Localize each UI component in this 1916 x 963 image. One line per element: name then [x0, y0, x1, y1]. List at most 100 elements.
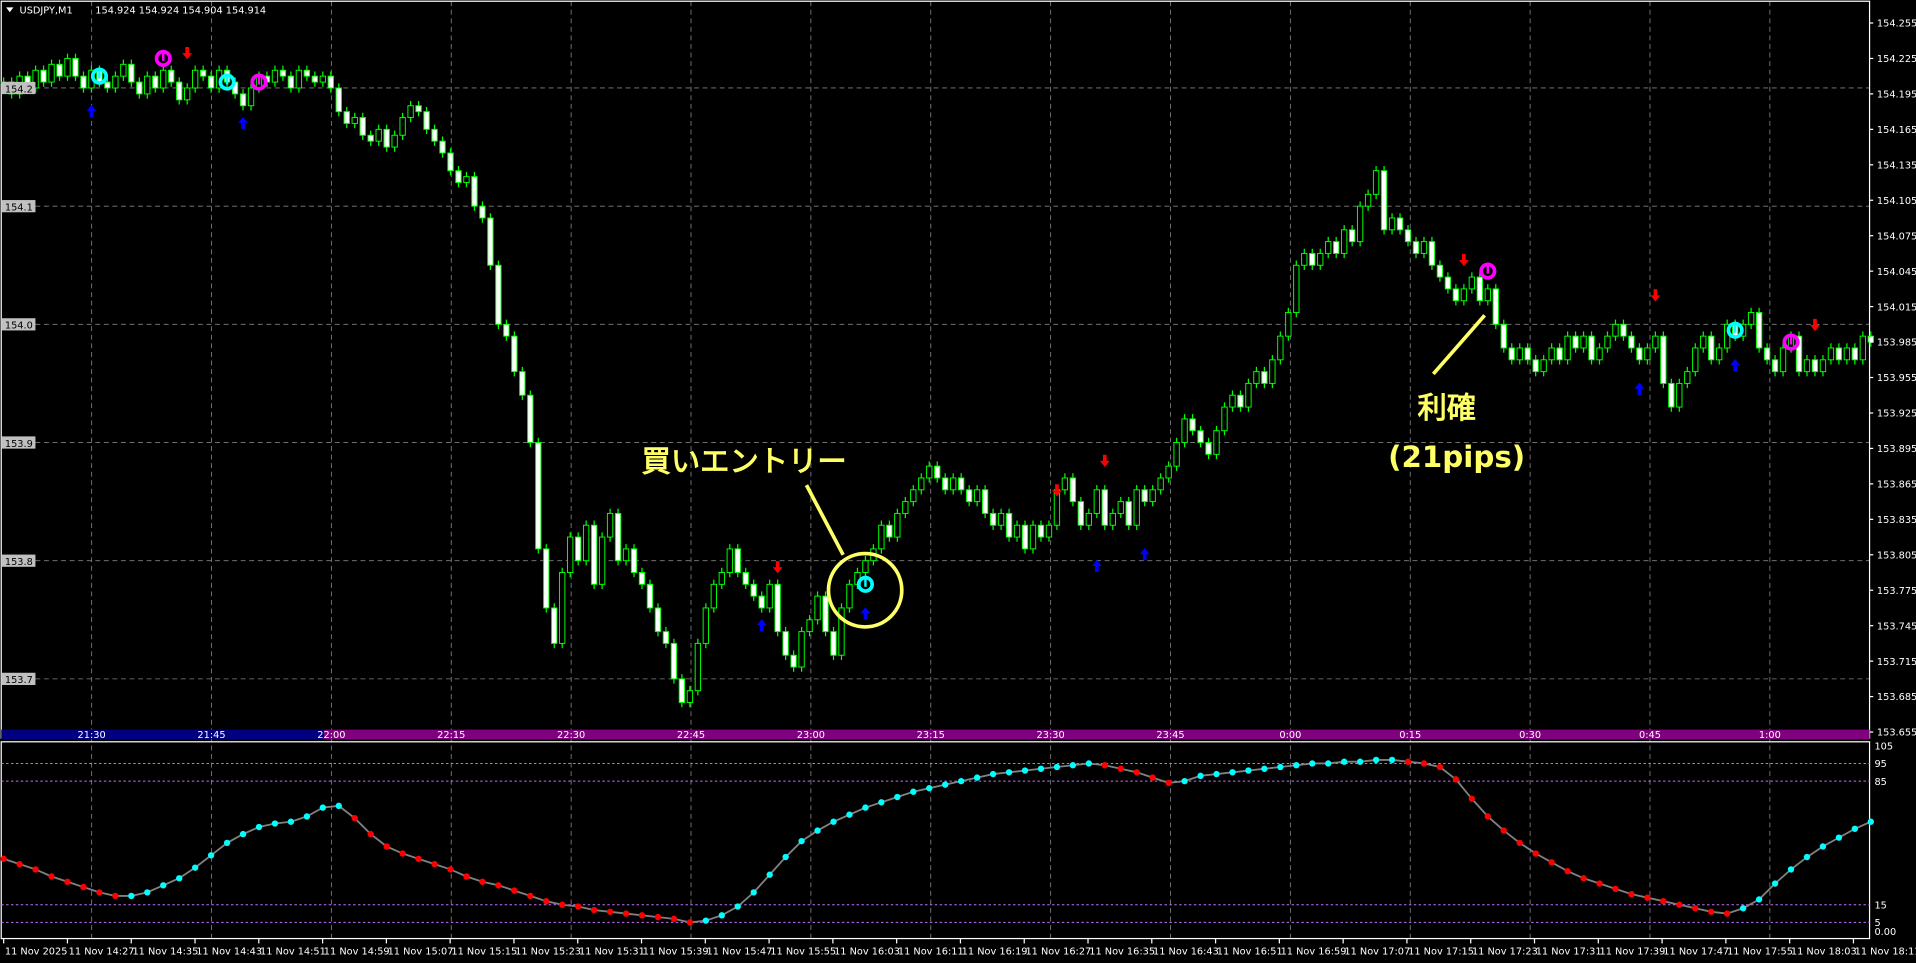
bear-candle [614, 512, 622, 562]
bull-candle [718, 572, 725, 585]
bear-candle [1412, 241, 1420, 254]
bull-candle [1484, 288, 1491, 302]
grid-price-label-bg [1, 200, 36, 213]
bull-candle [1165, 465, 1172, 479]
oscillator-point [606, 908, 614, 915]
bear-candle [1851, 347, 1859, 361]
grid-price-label-bg [1, 318, 36, 331]
ohlc-quote: 154.924 154.924 154.904 154.914 [95, 5, 266, 16]
bull-candle [910, 489, 917, 503]
bear-candle [1508, 347, 1515, 361]
bull-candle [1580, 335, 1587, 349]
oscillator-point [1692, 905, 1699, 912]
oscillator-point [1037, 765, 1045, 772]
oscillator-point [351, 815, 358, 822]
oscillator-border [0, 741, 1871, 940]
bear-candle [1476, 276, 1484, 302]
bear-candle [1333, 241, 1340, 254]
time-axis-label: 11 Nov 17:31 [1536, 946, 1602, 957]
band-time-label: 0:30 [1519, 730, 1541, 741]
oscillator-axis: 105 95 85 15 50.00 [1874, 741, 1896, 937]
bull-candle [1221, 406, 1228, 432]
bull-candle [120, 63, 127, 77]
oscillator-point [1532, 850, 1539, 857]
bear-candle [750, 583, 757, 597]
bull-candle [1779, 347, 1787, 373]
bull-candle [806, 619, 813, 633]
bull-candle [702, 607, 710, 644]
oscillator-point [1309, 760, 1316, 767]
grid-price-label-bg [1, 554, 36, 567]
oscillator-point [1197, 772, 1204, 780]
bull-candle [463, 176, 470, 184]
bear-candle [822, 595, 829, 633]
price-axis-label: 153.715 [1877, 657, 1916, 668]
bear-candle [136, 81, 143, 95]
price-axis-label: 153.865 [1877, 480, 1916, 491]
bull-candle [814, 595, 821, 621]
bear-candle [1811, 359, 1819, 373]
oscillator-point [16, 860, 23, 868]
entry-highlight-circle [826, 551, 904, 629]
bull-candle [997, 512, 1005, 526]
bear-candle [471, 176, 478, 207]
bear-candle [782, 631, 789, 656]
oscillator-point [814, 827, 821, 834]
bull-candle [160, 69, 167, 89]
oscillator-point [1516, 839, 1523, 847]
bull-candle [1285, 312, 1292, 337]
bear-candle [1069, 477, 1077, 503]
oscillator-axis-label: 85 [1874, 777, 1886, 788]
time-axis-label: 11 Nov 17:39 [1600, 946, 1666, 957]
buy-arrow-icon [86, 104, 97, 118]
bull-candle [1604, 335, 1611, 349]
oscillator-point [1787, 866, 1795, 873]
oscillator-point [559, 901, 566, 908]
oscillator-point [144, 889, 151, 896]
bull-candle [32, 69, 39, 89]
time-axis-label: 11 Nov 15:55 [770, 946, 836, 957]
oscillator-point [383, 843, 390, 850]
oscillator-point [160, 882, 167, 889]
bear-candle [367, 134, 374, 142]
bear-candle [638, 572, 646, 585]
bull-candle [1516, 347, 1523, 361]
band-time-label: 23:15 [917, 730, 945, 741]
price-axis-label: 153.835 [1877, 515, 1916, 526]
bull-candle [319, 75, 327, 83]
bull-candle [1684, 371, 1691, 384]
oscillator-point [239, 830, 247, 838]
bull-candle [798, 631, 805, 668]
bull-candle [902, 501, 909, 514]
bull-candle [1117, 501, 1124, 514]
bull-candle [1803, 359, 1811, 373]
bear-candle [287, 75, 295, 89]
band-time-label: 21:45 [197, 730, 225, 741]
bull-candle [1133, 489, 1140, 526]
time-axis-label: 11 Nov 15:47 [707, 946, 773, 957]
bull-candle [1364, 193, 1372, 207]
price-axis-label: 154.075 [1877, 231, 1916, 242]
oscillator-point [942, 781, 949, 788]
sell-arrow-icon [182, 47, 193, 60]
time-axis-label: 11 Nov 17:23 [1472, 946, 1538, 957]
band-time-label: 1:00 [1759, 730, 1781, 741]
bear-candle [1795, 335, 1803, 373]
time-axis-label: 11 Nov 16:43 [1153, 946, 1219, 957]
oscillator-point [1085, 760, 1093, 767]
bear-candle [279, 69, 287, 77]
bear-candle [734, 548, 741, 573]
dropdown-triangle-icon[interactable] [6, 7, 14, 13]
bear-candle [1077, 501, 1085, 526]
time-axis-label: 11 Nov 18:03 [1791, 946, 1857, 957]
oscillator-point [1436, 763, 1444, 771]
price-axis-label: 153.775 [1877, 586, 1916, 597]
exit-annotation: 利確 (21pips) [1388, 314, 1525, 474]
bear-candle [535, 442, 542, 550]
oscillator-point [271, 820, 279, 827]
bear-candle [934, 465, 941, 479]
oscillator-point [399, 850, 406, 857]
bear-candle [942, 477, 949, 491]
buy-arrow-icon [860, 607, 871, 620]
